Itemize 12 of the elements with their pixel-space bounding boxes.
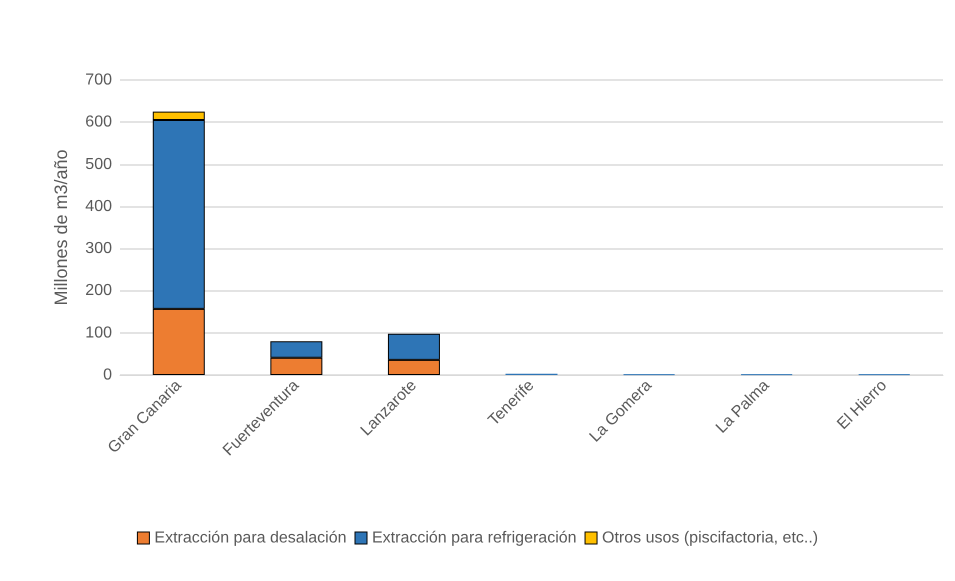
- y-axis-title: Millones de m3/año: [51, 149, 71, 306]
- y-tick-label: 200: [85, 282, 112, 300]
- y-tick-label: 600: [85, 114, 112, 131]
- legend-label: Extracción para refrigeración: [372, 530, 577, 546]
- y-tick-label: 100: [85, 324, 112, 342]
- y-tick-label: 0: [103, 366, 112, 384]
- y-tick-label: 500: [85, 156, 112, 173]
- y-tick-label: 700: [85, 72, 112, 88]
- legend-label: Extracción para desalación: [154, 530, 347, 546]
- y-tick-label: 400: [85, 198, 112, 215]
- y-tick-label: 300: [85, 240, 112, 258]
- legend-label: Otros usos (piscifactoria, etc..): [602, 530, 818, 546]
